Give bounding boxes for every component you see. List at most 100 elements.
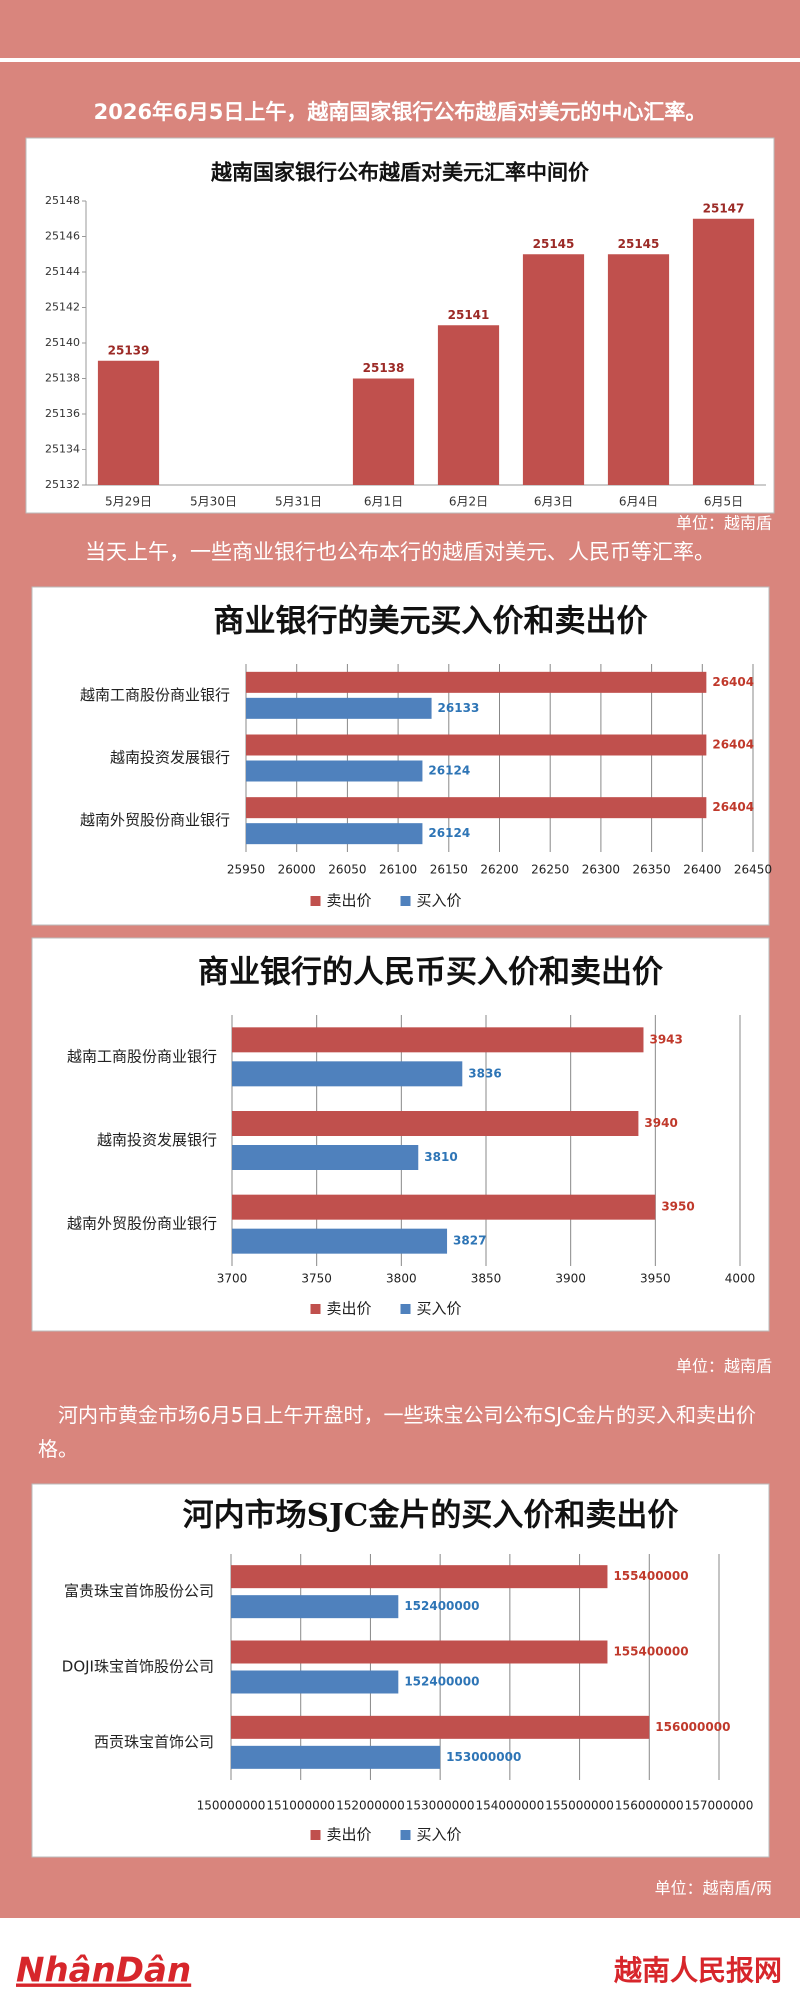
y-tick-label: 25140 [45, 336, 80, 349]
bar [352, 378, 415, 485]
bar [232, 1027, 644, 1053]
y-tick-label: 越南工商股份商业银行 [80, 686, 230, 704]
y-tick-label: 越南工商股份商业银行 [67, 1047, 217, 1065]
legend-label: 买入价 [417, 1300, 462, 1318]
x-tick-label: 26100 [379, 863, 417, 877]
bar [437, 325, 500, 485]
value-label: 26404 [712, 675, 754, 689]
y-tick-label: 25144 [45, 265, 80, 278]
y-tick-label: 25148 [45, 194, 80, 207]
y-tick-label: 25138 [45, 372, 80, 385]
legend-swatch [310, 896, 321, 906]
y-tick-label: 25134 [45, 443, 80, 456]
x-tick-label: 26000 [278, 863, 316, 877]
bar [232, 1194, 656, 1220]
bar [246, 823, 423, 845]
x-tick-label: 156000000 [615, 1799, 684, 1813]
value-label: 3810 [424, 1150, 457, 1164]
y-tick-label: 越南外贸股份商业银行 [80, 811, 230, 829]
legend-label: 卖出价 [327, 1826, 372, 1844]
value-label: 3940 [644, 1116, 677, 1130]
bar [607, 254, 670, 485]
chart-title: 商业银行的人民币买入价和卖出价 [198, 955, 663, 991]
unit-label: 单位：越南盾/两 [655, 1879, 772, 1898]
chart-title: 河内市场SJC金片的买入价和卖出价 [183, 1498, 679, 1534]
footer-site: 越南人民报网 [614, 1954, 782, 1987]
bar [232, 1061, 463, 1087]
legend-label: 买入价 [417, 1826, 462, 1844]
bar [231, 1670, 399, 1694]
bar [231, 1745, 441, 1769]
x-tick-label: 6月4日 [619, 495, 658, 509]
x-tick-label: 26200 [480, 863, 518, 877]
chart: 商业银行的人民币买入价和卖出价 3700 3750 3800 3850 3900 3950 4… [31, 937, 770, 1332]
paragraph: 河内市黄金市场6月5日上午开盘时，一些珠宝公司公布SJC金片的买入和卖出价格。 [38, 1403, 757, 1461]
y-tick-label: DOJI珠宝首饰股份公司 [62, 1658, 214, 1676]
bar [231, 1565, 608, 1589]
x-tick-label: 153000000 [406, 1799, 475, 1813]
x-tick-label: 26300 [582, 863, 620, 877]
value-label: 3943 [649, 1032, 682, 1046]
x-tick-label: 152000000 [336, 1799, 405, 1813]
value-label: 155400000 [613, 1569, 688, 1583]
x-tick-label: 25950 [227, 863, 265, 877]
legend-label: 买入价 [417, 892, 462, 910]
x-tick-label: 5月29日 [105, 495, 152, 509]
x-tick-label: 4000 [725, 1272, 756, 1286]
value-label: 3950 [661, 1200, 694, 1214]
y-tick-label: 25132 [45, 478, 80, 491]
legend-swatch [310, 1830, 321, 1840]
x-tick-label: 150000000 [197, 1799, 266, 1813]
value-label: 25141 [448, 308, 490, 322]
x-tick-label: 157000000 [685, 1799, 754, 1813]
x-tick-label: 6月1日 [364, 495, 403, 509]
legend-label: 卖出价 [327, 1300, 372, 1318]
value-label: 25139 [108, 343, 150, 357]
bar [522, 254, 585, 485]
y-tick-label: 富贵珠宝首饰股份公司 [64, 1582, 214, 1600]
y-tick-label: 越南外贸股份商业银行 [67, 1215, 217, 1233]
bar [232, 1145, 419, 1170]
value-label: 25145 [533, 237, 575, 251]
x-tick-label: 3700 [217, 1272, 248, 1286]
bar [692, 218, 755, 485]
chart: 越南国家银行公布越盾对美元汇率中间价 25132 25134 25136 25138 25… [25, 137, 775, 514]
x-tick-label: 151000000 [266, 1799, 335, 1813]
bar [232, 1228, 448, 1254]
x-tick-label: 26400 [683, 863, 721, 877]
bar [246, 671, 707, 693]
bar [97, 360, 160, 485]
value-label: 152400000 [404, 1675, 479, 1689]
value-label: 3827 [453, 1234, 486, 1248]
chart-background [31, 586, 770, 926]
value-label: 25147 [703, 201, 745, 215]
bar [231, 1595, 399, 1619]
legend-label: 卖出价 [327, 892, 372, 910]
value-label: 156000000 [655, 1720, 730, 1734]
legend-swatch [310, 1304, 321, 1314]
x-tick-label: 26150 [430, 863, 468, 877]
x-tick-label: 3850 [471, 1272, 502, 1286]
value-label: 26124 [428, 826, 470, 840]
x-tick-label: 5月30日 [190, 495, 237, 509]
x-tick-label: 155000000 [545, 1799, 614, 1813]
x-tick-label: 3950 [640, 1272, 671, 1286]
top-rule [0, 58, 800, 62]
y-tick-label: 西贡珠宝首饰公司 [94, 1733, 214, 1751]
value-label: 26124 [428, 764, 470, 778]
chart-title: 越南国家银行公布越盾对美元汇率中间价 [210, 160, 590, 185]
legend-swatch [400, 1304, 411, 1314]
bar [232, 1111, 639, 1136]
x-tick-label: 3800 [386, 1272, 417, 1286]
bar [231, 1715, 650, 1739]
value-label: 25145 [618, 237, 660, 251]
value-label: 155400000 [613, 1645, 688, 1659]
chart: 商业银行的美元买入价和卖出价 25950 26000 26050 26100 26150 2… [31, 586, 772, 926]
x-tick-label: 6月2日 [449, 495, 488, 509]
y-tick-label: 25142 [45, 301, 80, 314]
x-tick-label: 3750 [301, 1272, 332, 1286]
x-tick-label: 6月5日 [704, 495, 743, 509]
x-tick-label: 154000000 [475, 1799, 544, 1813]
